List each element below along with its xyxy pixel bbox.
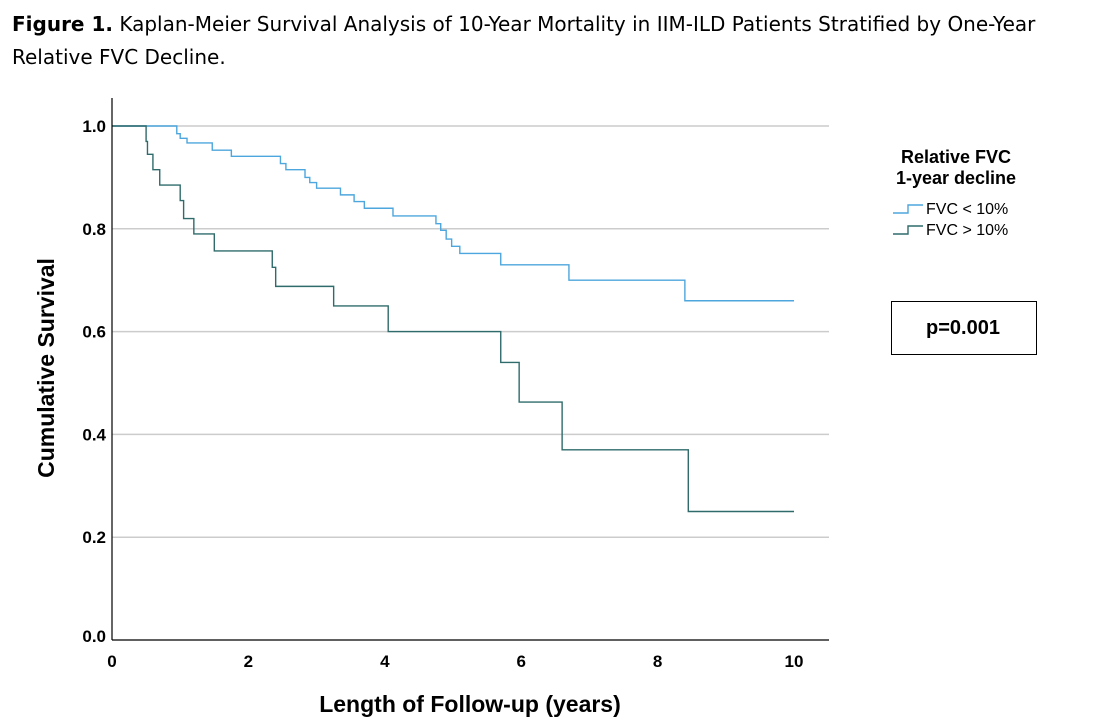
y-tick-label: 0.0: [82, 627, 106, 646]
legend-symbol-fvc-gt-10: [893, 225, 923, 235]
figure-caption: Figure 1. Kaplan-Meier Survival Analysis…: [12, 8, 1087, 74]
x-tick-label: 6: [516, 652, 525, 671]
legend-title-line2: 1-year decline: [896, 168, 1016, 188]
figure-label: Figure 1.: [12, 12, 113, 36]
legend-label-fvc-lt-10: FVC < 10%: [926, 201, 1008, 218]
y-tick-label: 0.4: [82, 425, 106, 444]
x-tick-label: 0: [107, 652, 116, 671]
legend: Relative FVC 1-year decline FVC < 10% FV…: [893, 147, 1016, 239]
y-tick-label: 0.8: [82, 220, 106, 239]
x-tick-label: 8: [653, 652, 662, 671]
axis-ticks: 0.0 0.2 0.4 0.6 0.8 1.0 0 2 4 6 8 10: [82, 117, 803, 671]
figure-caption-text: Kaplan-Meier Survival Analysis of 10-Yea…: [12, 12, 1036, 69]
x-tick-label: 10: [785, 652, 804, 671]
legend-title-line1: Relative FVC: [901, 147, 1011, 167]
y-tick-label: 0.2: [82, 528, 106, 547]
survival-curve-fvc-gt-10: [112, 125, 794, 513]
p-value-text: p=0.001: [926, 317, 1000, 339]
survival-curve-fvc-lt-10: [112, 125, 794, 302]
x-tick-label: 2: [244, 652, 253, 671]
gridlines: [112, 125, 829, 538]
legend-label-fvc-gt-10: FVC > 10%: [926, 222, 1008, 239]
legend-symbol-fvc-lt-10: [893, 204, 923, 214]
p-value-box: p=0.001: [891, 301, 1037, 355]
y-axis-title: Cumulative Survival: [33, 258, 59, 478]
y-tick-label: 1.0: [82, 117, 106, 136]
x-tick-label: 4: [380, 652, 390, 671]
survival-curves: [112, 125, 794, 513]
y-tick-label: 0.6: [82, 323, 106, 342]
x-axis-title: Length of Follow-up (years): [319, 691, 621, 717]
p-value-frame: [891, 301, 1037, 355]
